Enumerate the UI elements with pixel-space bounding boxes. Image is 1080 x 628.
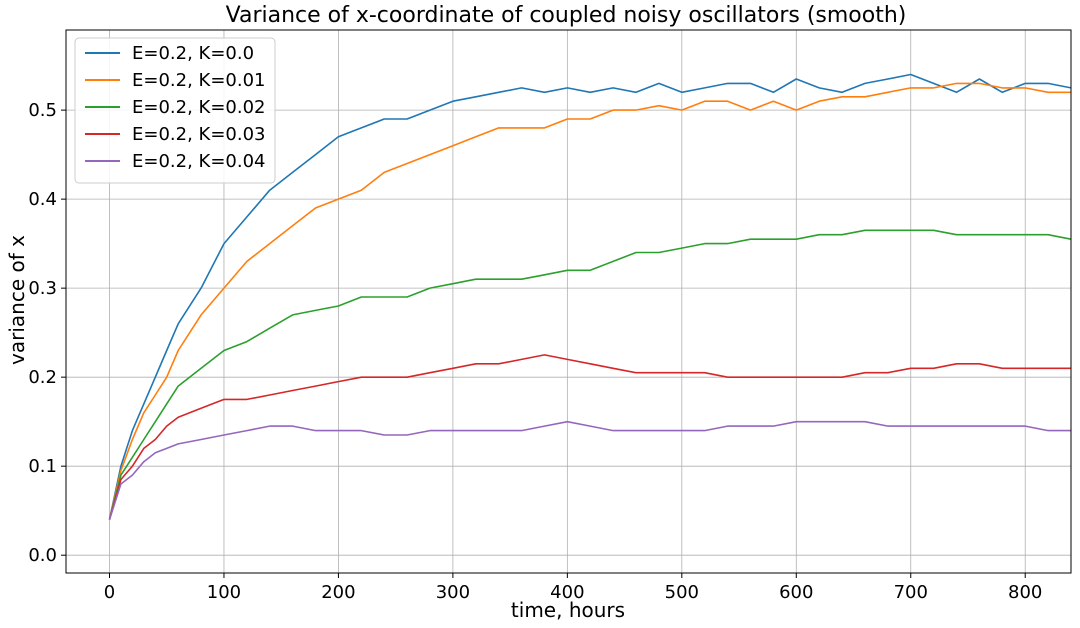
- x-tick-label: 300: [436, 582, 470, 603]
- x-axis-label: time, hours: [511, 598, 625, 622]
- series-line-1: [108, 73, 1072, 520]
- x-tick-label: 200: [321, 582, 355, 603]
- x-tick-label: 100: [207, 582, 241, 603]
- x-tick-label: 800: [1008, 582, 1042, 603]
- legend-label: E=0.2, K=0.0: [132, 43, 254, 64]
- legend-label: E=0.2, K=0.03: [132, 124, 266, 145]
- y-tick-label: 0.5: [28, 100, 57, 121]
- grid: [66, 30, 1071, 573]
- series-line-5: [108, 420, 1071, 520]
- series-layer: [108, 73, 1072, 520]
- y-axis-label: variance of x: [5, 235, 29, 365]
- ticks: 0 100 200 300 400 500 600 700 800 0.0 0.1 0.2 0.3 0.4…: [28, 100, 1042, 603]
- x-tick-label: 600: [779, 582, 813, 603]
- x-tick-label: 700: [894, 582, 928, 603]
- series-line-3: [108, 229, 1072, 520]
- y-tick-label: 0.4: [28, 189, 57, 210]
- legend-label: E=0.2, K=0.02: [132, 97, 266, 118]
- x-tick-label: 0: [104, 582, 115, 603]
- y-tick-label: 0.3: [28, 278, 57, 299]
- y-tick-label: 0.2: [28, 367, 57, 388]
- legend-label: E=0.2, K=0.04: [132, 151, 266, 172]
- series-line-2: [108, 82, 1071, 520]
- x-tick-label: 500: [665, 582, 699, 603]
- y-tick-label: 0.1: [28, 456, 57, 477]
- series-line-4: [108, 354, 1071, 520]
- legend-box: [74, 37, 276, 184]
- chart-title: Variance of x-coordinate of coupled nois…: [226, 3, 907, 28]
- plot-frame: [65, 29, 1072, 574]
- y-tick-label: 0.0: [28, 545, 57, 566]
- x-tick-label: 400: [550, 582, 584, 603]
- legend: E=0.2, K=0.0 E=0.2, K=0.01 E=0.2, K=0.02 E=…: [74, 37, 276, 184]
- legend-label: E=0.2, K=0.01: [132, 70, 266, 91]
